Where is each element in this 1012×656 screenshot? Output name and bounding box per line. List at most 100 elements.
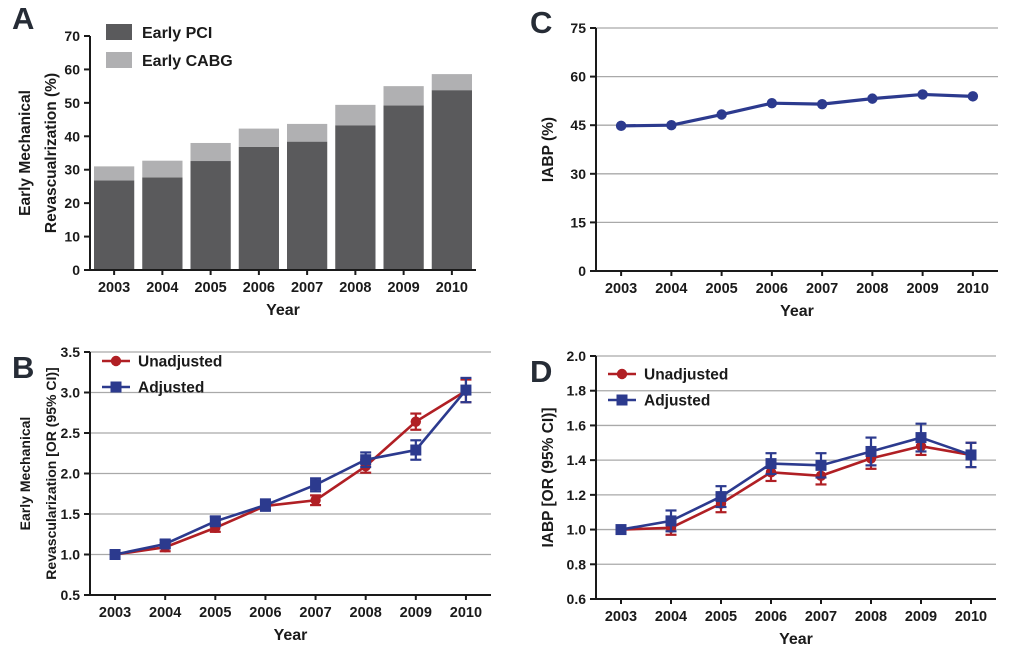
x-tick-label: 2010 [955,609,987,625]
x-tick-label: 2008 [339,280,371,296]
series-line-adjusted [114,389,467,556]
y-tick-label: 2.0 [567,348,587,364]
data-point-adjusted-2009 [915,432,927,444]
chart-a-early-mechanical-revascularization-pct: 0 10 20 30 40 50 60 70 2003 2004 2005 2006 2007 2008 2… [17,24,476,319]
x-tick-label: 2004 [655,609,687,625]
x-tick-label: 2009 [400,605,432,621]
y-tick-label: 3.5 [61,344,81,360]
panel-d-letter: D [530,354,553,389]
x-tick-label: 2007 [291,280,323,296]
y-tick-label: 40 [64,128,80,144]
bar-2010-early-cabg [431,74,472,91]
x-tick-label: 2004 [655,281,687,297]
legend-label: Unadjusted [138,354,222,371]
data-point-adjusted-2006 [765,458,777,470]
x-tick-label: 2010 [450,605,482,621]
panel-a: A 0 10 20 30 40 50 60 70 2003 2004 2005 2006 2007 200… [0,0,506,328]
x-tick-label: 2006 [249,605,281,621]
bar-2008-early-pci [335,125,376,270]
x-tick-label: 2005 [705,609,737,625]
bar-2008-early-cabg [335,104,376,126]
y-tick-label: 2.5 [61,425,81,441]
data-point-adjusted-2010 [965,449,977,461]
data-point-adjusted-2003 [615,524,627,536]
x-tick-label: 2007 [805,609,837,625]
y-tick-label: 75 [570,20,586,36]
y-tick-label: 0.6 [567,591,587,607]
x-axis-title: Year [266,302,300,319]
data-point-adjusted-2005 [209,515,221,527]
y-tick-label: 30 [64,162,80,178]
data-point-adjusted-2004 [159,538,171,550]
bar-2006-early-pci [238,146,279,270]
panel-d: D 0.6 0.8 1.0 1.2 1.4 1.6 1.8 2.0 2003 2004 2005 20… [506,328,1012,656]
y-tick-label: 20 [64,195,80,211]
x-tick-label: 2004 [146,280,178,296]
x-tick-label: 2003 [605,281,637,297]
chart-d-iabp-or: 0.6 0.8 1.0 1.2 1.4 1.6 1.8 2.0 2003 2004 2005 2006… [540,348,996,648]
x-tick-label: 2008 [350,605,382,621]
data-point-adjusted-2008 [865,445,877,457]
legend-marker [616,394,628,406]
data-point-adjusted-2003 [109,549,121,560]
x-tick-label: 2010 [957,281,989,297]
x-tick-label: 2005 [705,281,737,297]
x-tick-label: 2007 [299,605,331,621]
x-tick-label: 2010 [436,280,468,296]
bar-2003-early-pci [94,180,135,270]
data-point-iabp-2005 [716,109,727,120]
data-point-adjusted-2007 [815,459,827,471]
legend-label: Early CABG [142,53,233,70]
y-tick-label: 15 [570,214,586,230]
bar-2004-early-pci [142,177,183,270]
figure-bottom-row: B 0.5 1.0 1.5 2.0 2.5 3.0 3.5 2003 2004 2005 2006 2… [0,328,1012,656]
bar-2004-early-cabg [142,160,183,178]
chart-b-early-mechanical-revascularization-or: 0.5 1.0 1.5 2.0 2.5 3.0 3.5 2003 2004 2005 2006 200… [17,344,491,644]
data-point-iabp-2008 [867,93,878,104]
bar-2007-early-pci [287,141,328,270]
y-axis-title: Early Mechanical [17,90,34,216]
legend-label: Unadjusted [644,367,728,384]
bar-2010-early-pci [431,90,472,270]
y-tick-label: 1.0 [61,547,81,563]
bar-2006-early-cabg [238,128,279,147]
data-point-adjusted-2009 [410,444,422,456]
bar-2007-early-cabg [287,123,328,142]
figure-top-row: A 0 10 20 30 40 50 60 70 2003 2004 2005 2006 2007 200… [0,0,998,328]
series-line-adjusted [620,436,972,531]
data-point-adjusted-2010 [460,384,472,396]
y-tick-label: 0 [578,263,586,279]
y-tick-label: 60 [64,61,80,77]
data-point-iabp-2006 [766,97,778,109]
legend-marker [616,368,628,380]
panel-b: B 0.5 1.0 1.5 2.0 2.5 3.0 3.5 2003 2004 2005 2006 2… [0,328,506,656]
x-tick-label: 2005 [199,605,231,621]
data-point-iabp-2007 [816,98,828,110]
y-tick-label: 50 [64,95,80,111]
data-point-adjusted-2006 [259,499,271,511]
x-tick-label: 2007 [806,281,838,297]
legend-marker [110,355,122,367]
y-tick-label: 45 [570,117,586,133]
x-axis-title: Year [274,627,308,644]
x-axis-title: Year [779,631,813,648]
x-tick-label: 2005 [194,280,226,296]
series-line-unadjusted [114,389,467,556]
y-axis-title: Revascualrization (%) [43,73,60,233]
y-tick-label: 2.0 [61,466,81,482]
legend-label: Early PCI [142,25,212,42]
x-tick-label: 2003 [605,609,637,625]
data-point-unadjusted-2007 [310,495,321,506]
legend-marker [110,381,122,393]
x-tick-label: 2006 [756,281,788,297]
y-tick-label: 1.6 [567,417,587,433]
data-point-iabp-2003 [615,120,627,132]
data-point-adjusted-2008 [360,454,372,466]
y-tick-label: 1.8 [567,383,587,399]
y-axis-title: Early Mechanical [17,417,33,531]
y-tick-label: 1.0 [567,522,587,538]
y-tick-label: 70 [64,28,80,44]
x-tick-label: 2009 [905,609,937,625]
bar-2009-early-cabg [383,86,424,106]
